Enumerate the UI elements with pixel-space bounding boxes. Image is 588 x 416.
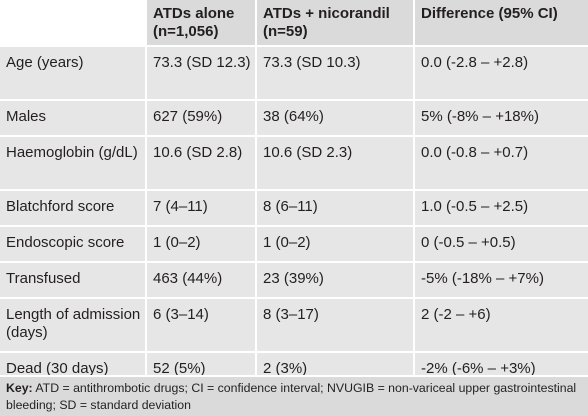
row-label: Blatchford score <box>0 190 147 227</box>
table-cell: 627 (59%) <box>146 100 257 137</box>
table-cell: 0 (-0.5 – +0.5) <box>414 226 588 263</box>
table-row: Males 627 (59%) 38 (64%) 5% (-8% – +18%) <box>0 100 588 137</box>
row-label: Haemoglobin (g/dL) <box>0 136 147 191</box>
key-text: ATD = antithrombotic drugs; CI = confide… <box>6 381 577 412</box>
header-cell-empty <box>0 0 147 47</box>
data-table: ATDs alone (n=1,056) ATDs + nicorandil (… <box>0 0 588 389</box>
row-label: Endoscopic score <box>0 226 147 263</box>
table-cell: 1.0 (-0.5 – +2.5) <box>414 190 588 227</box>
row-label: Transfused <box>0 262 147 299</box>
table-cell: 5% (-8% – +18%) <box>414 100 588 137</box>
table-cell: 6 (3–14) <box>146 298 257 353</box>
header-cell-atds-nicorandil: ATDs + nicorandil (n=59) <box>256 0 415 47</box>
header-cell-atds-alone: ATDs alone (n=1,056) <box>146 0 257 47</box>
table-cell: 10.6 (SD 2.8) <box>146 136 257 191</box>
table-cell: 0.0 (-0.8 – +0.7) <box>414 136 588 191</box>
table-row: Haemoglobin (g/dL) 10.6 (SD 2.8) 10.6 (S… <box>0 136 588 191</box>
table-cell: 1 (0–2) <box>146 226 257 263</box>
table-cell: 2 (-2 – +6) <box>414 298 588 353</box>
table-cell: 38 (64%) <box>256 100 415 137</box>
table-cell: -5% (-18% – +7%) <box>414 262 588 299</box>
header-cell-difference: Difference (95% CI) <box>414 0 588 47</box>
header-row: ATDs alone (n=1,056) ATDs + nicorandil (… <box>0 0 588 47</box>
table-cell: 73.3 (SD 10.3) <box>256 46 415 101</box>
table-row: Length of admission (days) 6 (3–14) 8 (3… <box>0 298 588 353</box>
table-cell: 73.3 (SD 12.3) <box>146 46 257 101</box>
table-cell: 0.0 (-2.8 – +2.8) <box>414 46 588 101</box>
table-row: Transfused 463 (44%) 23 (39%) -5% (-18% … <box>0 262 588 299</box>
table-cell: 1 (0–2) <box>256 226 415 263</box>
table-row: Blatchford score 7 (4–11) 8 (6–11) 1.0 (… <box>0 190 588 227</box>
table-row: Endoscopic score 1 (0–2) 1 (0–2) 0 (-0.5… <box>0 226 588 263</box>
table-cell: 10.6 (SD 2.3) <box>256 136 415 191</box>
table-cell: 8 (3–17) <box>256 298 415 353</box>
row-label: Males <box>0 100 147 137</box>
table-key: Key: ATD = antithrombotic drugs; CI = co… <box>0 375 588 416</box>
table-cell: 8 (6–11) <box>256 190 415 227</box>
table-cell: 463 (44%) <box>146 262 257 299</box>
table-cell: 23 (39%) <box>256 262 415 299</box>
row-label: Length of admission (days) <box>0 298 147 353</box>
key-label: Key: <box>6 381 33 395</box>
row-label: Age (years) <box>0 46 147 101</box>
table-cell: 7 (4–11) <box>146 190 257 227</box>
table-row: Age (years) 73.3 (SD 12.3) 73.3 (SD 10.3… <box>0 46 588 101</box>
